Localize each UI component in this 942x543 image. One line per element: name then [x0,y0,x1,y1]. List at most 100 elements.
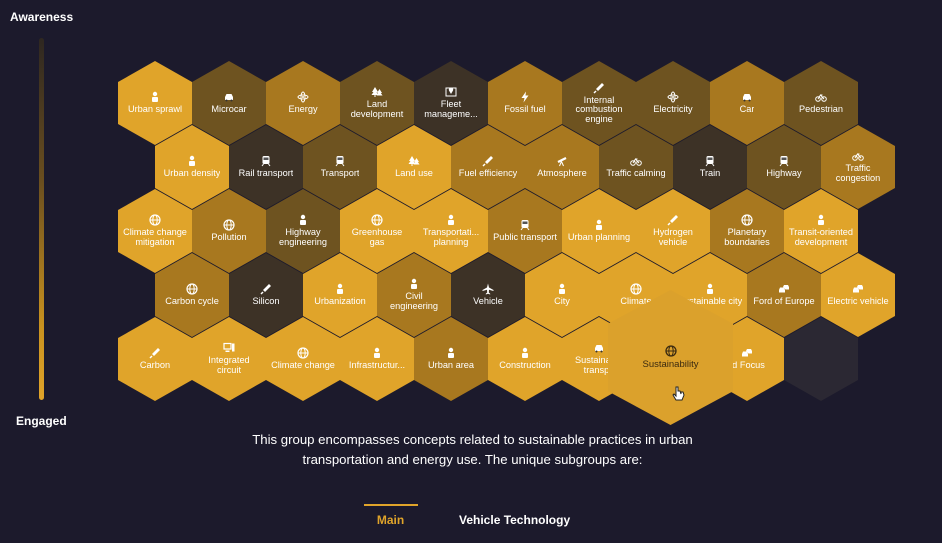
hex-label: Highway engineering [278,228,328,247]
mouse-pointer-icon [672,386,685,401]
tab-vehicle-technology[interactable]: Vehicle Technology [459,513,571,527]
hex-label: Rail transport [238,169,294,179]
atom-icon [667,91,679,103]
hex-label: Land use [395,169,433,179]
bicycle-icon [852,153,864,162]
worker-icon [596,220,602,231]
hex-label: Pollution [211,233,247,243]
train-icon [261,156,271,167]
car-icon [595,345,603,353]
syringe-icon [593,82,604,94]
globe-icon [297,347,309,359]
hex-label: Ford of Europe [753,297,815,307]
train-icon [705,156,715,167]
trees-icon [408,156,420,167]
hex-fleet-manageme[interactable]: Fleet manageme... [414,61,488,145]
car-icon [743,94,751,102]
hex-civil-engineering[interactable]: Civil engineering [377,253,451,337]
hex-label: rd Focus [729,361,765,371]
plane-icon [482,283,494,295]
hex-greenhouse-gas[interactable]: Greenhouse gas [340,189,414,273]
hex-label: Hydrogen vehicle [653,228,693,247]
globe-icon [371,214,383,227]
expanded-hex-label: Sustainability [642,359,699,370]
group-description: This group encompasses concepts related … [252,432,693,467]
worker-icon [337,284,343,295]
worker-icon [411,279,417,290]
worker-icon [152,92,158,103]
hex-land-use[interactable]: Land use [377,125,451,209]
hex-label: Climate change mitigation [123,228,187,247]
cars-icon [742,349,752,357]
hex-label: Atmosphere [537,169,587,179]
hex-label: Electric vehicle [827,297,889,307]
hex-label: Fleet manageme... [424,100,478,119]
telescope-icon [557,157,567,167]
active-tab-indicator [364,504,418,506]
hex-label: Urban planning [567,233,631,243]
hex-label: Civil engineering [389,292,439,311]
worker-icon [189,156,195,167]
bicycle-icon [630,158,642,167]
hex-label: Microcar [211,105,247,115]
hex-label: Infrastructur... [348,361,406,371]
hex-label: Train [699,169,721,179]
hex-label: Urbanization [314,297,366,307]
cars-icon [779,285,789,293]
hex-transport[interactable]: Transport [303,125,377,209]
worker-icon [374,348,380,359]
hex-label: Transport [320,169,360,179]
hex-label: Carbon cycle [165,297,219,307]
hex-label: Silicon [252,297,280,307]
hex-label: Highway [766,169,802,179]
worker-icon [559,284,565,295]
syringe-icon [260,284,271,295]
worker-icon [707,284,713,295]
engagement-scale-bar [39,38,44,400]
hex-label: Integrated circuit [208,356,250,375]
car-icon [225,94,233,102]
hex-transportati-planning[interactable]: Transportati... planning [414,189,488,273]
hex-label: Urban sprawl [127,105,183,115]
hex-label: Vehicle [473,297,503,307]
hex-label: Urban area [428,361,474,371]
globe-icon [664,345,677,357]
hex-label: Traffic calming [606,169,666,179]
hex-label: Fossil fuel [504,105,546,115]
scale-top-label: Awareness [10,10,74,24]
hex-climate-change[interactable]: Climate change [266,317,340,401]
hex-label: Car [739,105,755,115]
hex-label: Pedestrian [799,105,843,115]
tab-main[interactable]: Main [376,513,405,527]
hex-label: Transit-oriented development [789,228,853,247]
hex-label: Construction [499,361,551,371]
computer-icon [223,343,235,353]
hex-urban-area[interactable]: Urban area [414,317,488,401]
hex-label: Energy [288,105,318,115]
hex-label: City [554,297,570,307]
globe-icon [186,283,198,295]
hex-label: Carbon [139,361,171,371]
hex-urbanization[interactable]: Urbanization [303,253,377,337]
hex-land-development[interactable]: Land development [340,61,414,145]
hex-label: Fuel efficiency [458,169,518,179]
atom-icon [297,91,309,103]
syringe-icon [482,156,493,167]
hex-label: Traffic congestion [835,164,881,183]
hex-label: Climate change [271,361,335,371]
hex-energy[interactable]: Energy [266,61,340,145]
worker-icon [300,215,306,226]
hex-highway-engineering[interactable]: Highway engineering [266,189,340,273]
trees-icon [371,87,383,98]
hex-label: Electricity [653,105,693,115]
hex-label: Planetary boundaries [724,228,770,247]
worker-icon [448,348,454,359]
bolt-icon [521,91,529,103]
hex-label: Greenhouse gas [351,228,403,247]
globe-icon [223,219,235,231]
bicycle-icon [815,94,827,103]
map-pin-icon [445,87,457,97]
hex-infrastructur[interactable]: Infrastructur... [340,317,414,401]
globe-icon [149,214,161,227]
globe-icon [630,283,642,295]
